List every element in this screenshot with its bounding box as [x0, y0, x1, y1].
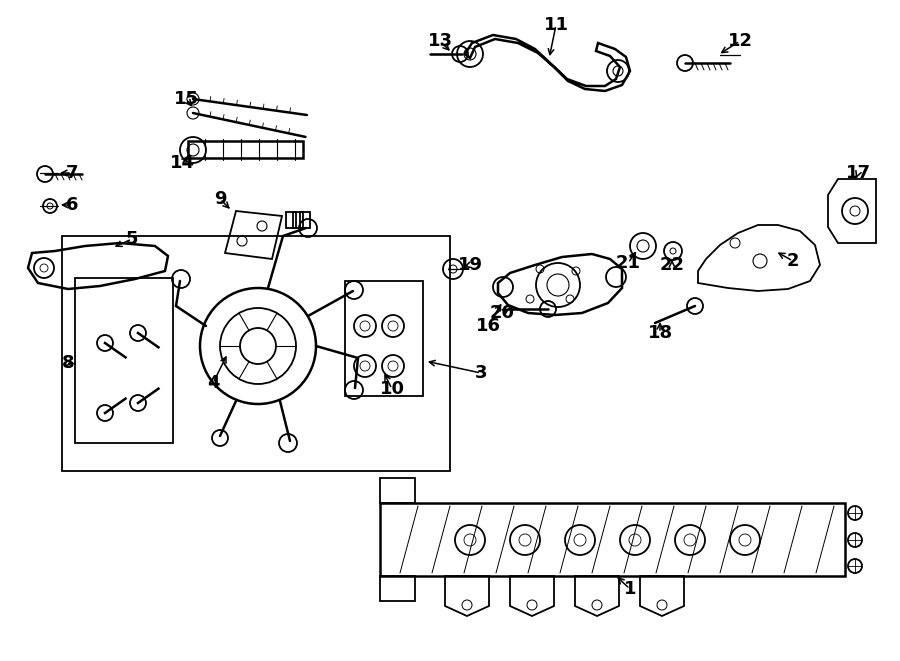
Bar: [300, 212, 310, 228]
Text: 9: 9: [214, 190, 226, 208]
Text: 6: 6: [66, 196, 78, 214]
Text: 16: 16: [475, 317, 500, 335]
Text: 7: 7: [66, 164, 78, 182]
Bar: [188, 141, 303, 158]
Text: 20: 20: [490, 304, 515, 322]
Text: 12: 12: [727, 32, 752, 50]
Text: 3: 3: [475, 364, 487, 382]
Bar: [62, 236, 450, 471]
Text: 19: 19: [457, 256, 482, 274]
Bar: [75, 278, 173, 443]
Text: 8: 8: [62, 354, 75, 372]
Text: 21: 21: [616, 254, 641, 272]
Text: 14: 14: [169, 154, 194, 172]
Text: 13: 13: [428, 32, 453, 50]
Text: 4: 4: [207, 374, 220, 392]
Bar: [345, 281, 423, 396]
Text: 22: 22: [660, 256, 685, 274]
Bar: [286, 212, 296, 228]
Text: 1: 1: [624, 580, 636, 598]
Text: 5: 5: [126, 230, 139, 248]
Text: 18: 18: [647, 324, 672, 342]
Text: 17: 17: [845, 164, 870, 182]
Text: 11: 11: [544, 16, 569, 34]
Bar: [293, 212, 303, 228]
Text: 10: 10: [380, 380, 404, 398]
Text: 2: 2: [787, 252, 799, 270]
Text: 15: 15: [174, 90, 199, 108]
